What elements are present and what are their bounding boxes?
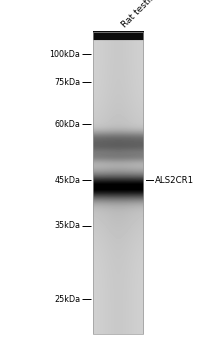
Text: 25kDa: 25kDa (54, 295, 80, 304)
Text: 35kDa: 35kDa (54, 221, 80, 230)
Text: 75kDa: 75kDa (54, 78, 80, 87)
Text: Rat testis: Rat testis (120, 0, 157, 30)
Text: 45kDa: 45kDa (54, 176, 80, 185)
Text: ALS2CR1: ALS2CR1 (155, 176, 194, 185)
Text: 60kDa: 60kDa (54, 120, 80, 129)
Text: 100kDa: 100kDa (49, 50, 80, 59)
Bar (93, 32, 143, 334)
